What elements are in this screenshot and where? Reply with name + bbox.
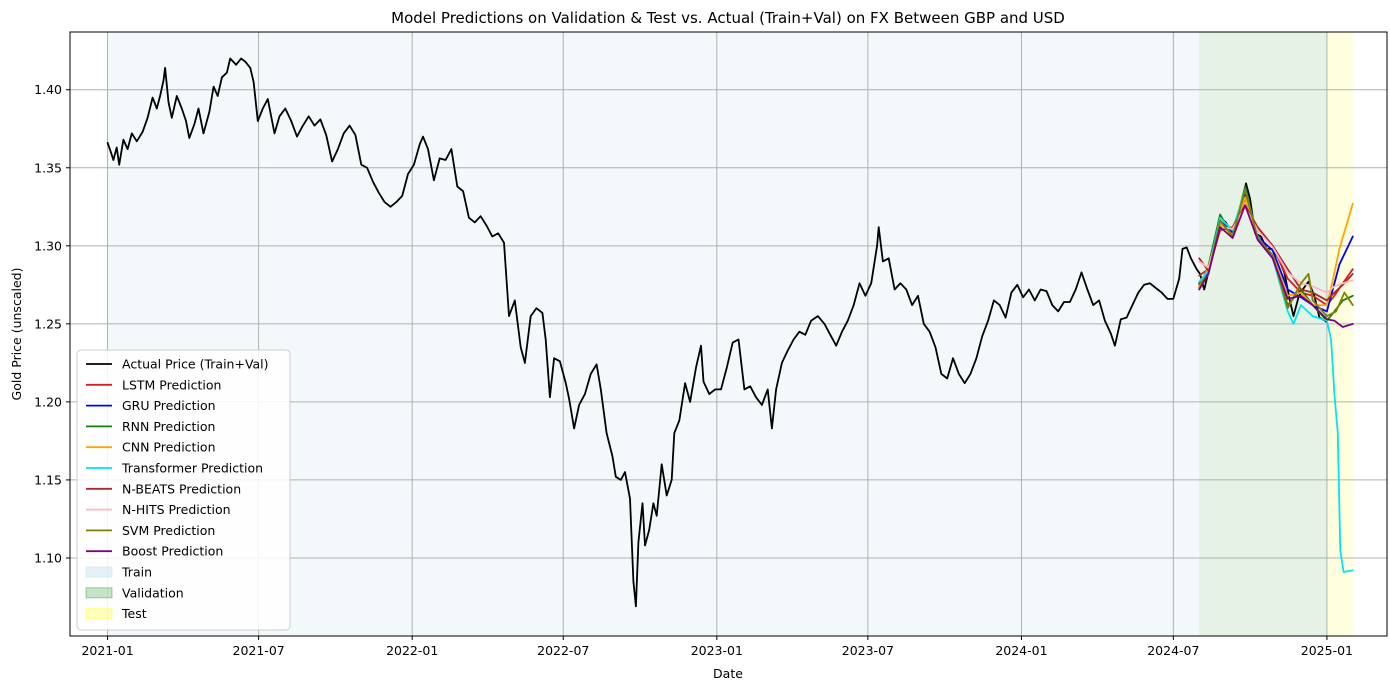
legend-label-n-beats-prediction: N-BEATS Prediction: [122, 481, 241, 496]
legend-swatch-train: [85, 566, 113, 578]
legend-items: Actual Price (Train+Val) LSTM Prediction G…: [85, 357, 269, 621]
legend-label-transformer-prediction: Transformer Prediction: [121, 461, 263, 476]
legend-label-lstm-prediction: LSTM Prediction: [122, 377, 221, 392]
series-line-boost-prediction: [1198, 204, 1354, 328]
legend-label-validation: Validation: [122, 585, 184, 600]
x-tick-label: 2022-01: [386, 643, 438, 658]
series-line-actual-price-train-val: [106, 57, 1328, 608]
x-tick-label: 2022-07: [537, 643, 589, 658]
y-tick-label: 1.25: [34, 316, 62, 331]
legend-label-svm-prediction: SVM Prediction: [122, 523, 215, 538]
x-tick-label: 2025-01: [1301, 643, 1353, 658]
grid-layer: [70, 32, 1387, 636]
x-tick-label: 2024-07: [1147, 643, 1199, 658]
legend-label-cnn-prediction: CNN Prediction: [122, 440, 216, 455]
legend-label-gru-prediction: GRU Prediction: [122, 398, 216, 413]
legend: Actual Price (Train+Val) LSTM Prediction G…: [76, 349, 291, 631]
x-tick-label: 2023-07: [842, 643, 894, 658]
y-tick-label: 1.10: [34, 550, 62, 565]
legend-label-boost-prediction: Boost Prediction: [122, 544, 223, 559]
plot-frame: [69, 31, 1388, 637]
x-tick-label: 2024-01: [995, 643, 1047, 658]
chart-title: Model Predictions on Validation & Test v…: [391, 9, 1065, 27]
y-axis-title: Gold Price (unscaled): [9, 268, 24, 401]
x-tick-label: 2021-07: [233, 643, 285, 658]
series-line-cnn-prediction: [1198, 196, 1354, 307]
series-line-n-hits-prediction: [1198, 205, 1354, 294]
legend-swatch-test: [85, 608, 113, 620]
x-tick-label: 2023-01: [691, 643, 743, 658]
x-axis-title: Date: [713, 666, 743, 681]
y-tick-label: 1.30: [34, 238, 62, 253]
legend-box: [76, 349, 291, 631]
ticks-layer: 2021-01 2021-07 2022-01 2022-07 2023-01 2023-…: [34, 82, 1353, 658]
regions-layer: [107, 32, 1353, 636]
series-layer: [106, 57, 1354, 608]
region-validation: [1199, 32, 1327, 636]
x-tick-label: 2021-01: [81, 643, 133, 658]
legend-label-test: Test: [121, 606, 147, 621]
series-line-svm-prediction: [1198, 188, 1354, 318]
legend-label-n-hits-prediction: N-HITS Prediction: [122, 502, 231, 517]
y-tick-label: 1.15: [34, 472, 62, 487]
y-tick-label: 1.20: [34, 394, 62, 409]
legend-label-train: Train: [121, 565, 152, 580]
legend-label-actual-price-train-val: Actual Price (Train+Val): [122, 357, 269, 372]
y-tick-label: 1.40: [34, 82, 62, 97]
legend-label-rnn-prediction: RNN Prediction: [122, 419, 215, 434]
y-tick-label: 1.35: [34, 160, 62, 175]
legend-swatch-validation: [85, 587, 113, 599]
